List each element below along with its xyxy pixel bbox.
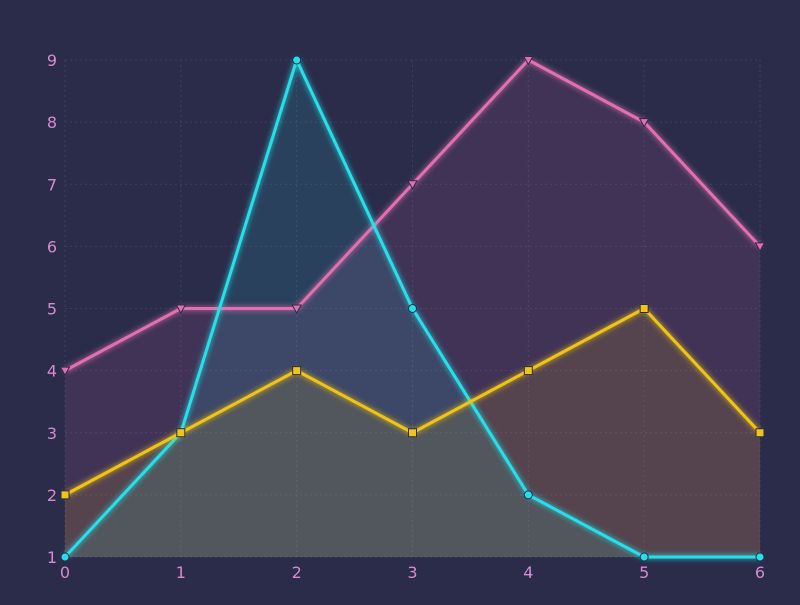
series-2-point-2 bbox=[292, 366, 302, 376]
x-tick-label-0: 0 bbox=[60, 563, 70, 582]
y-tick-label-0: 1 bbox=[47, 548, 57, 567]
x-tick-label-5: 5 bbox=[639, 563, 649, 582]
series-0-point-5 bbox=[638, 118, 650, 128]
series-markers bbox=[59, 55, 766, 562]
y-tick-label-7: 8 bbox=[47, 113, 57, 132]
series-2-point-6 bbox=[755, 428, 765, 438]
y-tick-label-1: 2 bbox=[47, 486, 57, 505]
series-1-point-4 bbox=[523, 490, 533, 500]
y-tick-label-8: 9 bbox=[47, 51, 57, 70]
series-1-point-6 bbox=[755, 552, 765, 562]
series-2-point-4 bbox=[523, 366, 533, 376]
series-2-point-0 bbox=[60, 490, 70, 500]
y-tick-label-5: 6 bbox=[47, 237, 57, 256]
series-2-point-1 bbox=[176, 428, 186, 438]
y-axis-ticks: 1 2 3 4 5 6 7 8 9 bbox=[47, 51, 57, 567]
series-0-point-1 bbox=[175, 304, 187, 315]
series-0-point-6 bbox=[754, 242, 766, 252]
series-1-point-3 bbox=[408, 304, 417, 313]
x-tick-label-4: 4 bbox=[523, 563, 533, 582]
series-1-point-2 bbox=[292, 55, 302, 65]
series-2-point-3 bbox=[408, 428, 417, 438]
series-1-point-0 bbox=[60, 552, 70, 562]
y-tick-label-6: 7 bbox=[47, 175, 57, 194]
y-tick-label-4: 5 bbox=[47, 300, 57, 319]
series-0-point-3 bbox=[407, 180, 418, 190]
series-0-point-4 bbox=[522, 56, 534, 66]
x-tick-label-3: 3 bbox=[407, 563, 417, 582]
x-tick-label-6: 6 bbox=[755, 563, 765, 582]
series-2-point-5 bbox=[639, 304, 649, 313]
series-1-point-5 bbox=[639, 552, 649, 562]
series-0-point-2 bbox=[291, 304, 303, 315]
x-tick-label-1: 1 bbox=[176, 563, 186, 582]
series-0-point-0 bbox=[59, 366, 71, 377]
x-tick-label-2: 2 bbox=[292, 563, 302, 582]
y-tick-label-3: 4 bbox=[47, 362, 57, 381]
x-axis-ticks: 0 1 2 3 4 5 6 bbox=[60, 563, 765, 582]
y-tick-label-2: 3 bbox=[47, 424, 57, 443]
